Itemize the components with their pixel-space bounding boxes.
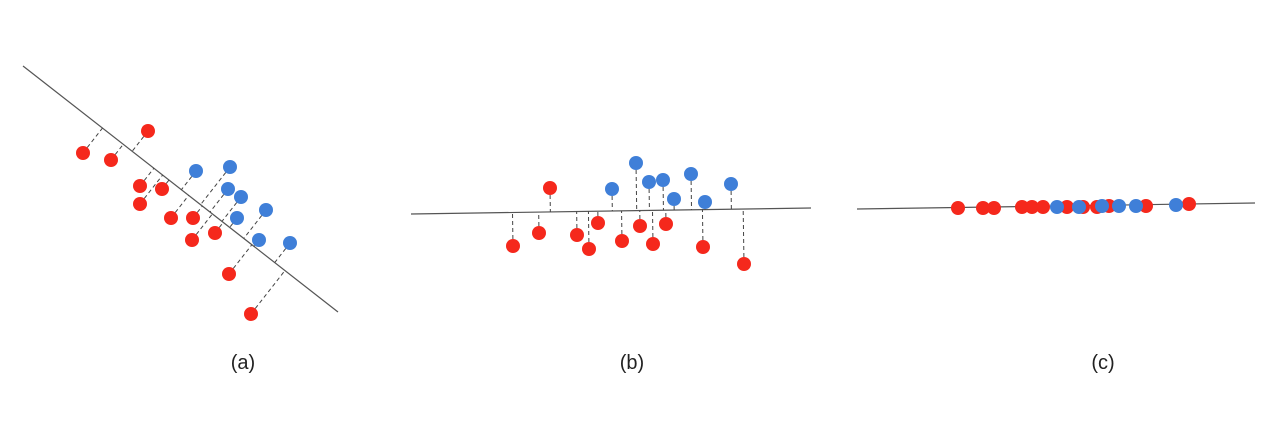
blue-point: [234, 190, 248, 204]
red-point: [155, 182, 169, 196]
panel-label-c: (c): [1091, 352, 1115, 374]
red-point: [976, 201, 990, 215]
blue-point: [1112, 199, 1126, 213]
red-point: [186, 211, 200, 225]
projection-line: [690, 173, 693, 210]
projection-line: [250, 270, 286, 315]
red-point: [208, 226, 222, 240]
projection-line: [635, 162, 638, 211]
projection-line: [191, 213, 213, 241]
projection-line: [82, 127, 103, 154]
red-point: [615, 234, 629, 248]
projection-line: [170, 195, 190, 219]
red-point: [591, 216, 605, 230]
blue-point: [1095, 199, 1109, 213]
projection-line: [742, 209, 745, 265]
projection-line: [209, 188, 229, 213]
projection-line: [651, 210, 654, 245]
blue-point: [684, 167, 698, 181]
red-point: [244, 307, 258, 321]
red-point: [133, 197, 147, 211]
red-point: [987, 201, 1001, 215]
projection-line: [587, 211, 590, 250]
projection-axis: [22, 65, 339, 313]
blue-point: [698, 195, 712, 209]
blue-point: [629, 156, 643, 170]
red-point: [1139, 199, 1153, 213]
red-point: [570, 228, 584, 242]
red-point: [104, 153, 118, 167]
red-point: [1015, 200, 1029, 214]
red-point: [185, 233, 199, 247]
projection-line: [243, 209, 267, 239]
blue-point: [230, 211, 244, 225]
red-point: [133, 179, 147, 193]
red-point: [659, 217, 673, 231]
red-point: [1025, 200, 1039, 214]
blue-point: [642, 175, 656, 189]
blue-point: [724, 177, 738, 191]
projection-line: [200, 166, 231, 205]
blue-point: [259, 203, 273, 217]
red-point: [696, 240, 710, 254]
panel-b: [410, 156, 812, 271]
red-point: [141, 124, 155, 138]
projection-line: [701, 209, 704, 248]
projection-line: [228, 244, 253, 275]
red-point: [1060, 200, 1074, 214]
red-point: [543, 181, 557, 195]
red-point: [582, 242, 596, 256]
red-point: [633, 219, 647, 233]
red-point: [222, 267, 236, 281]
blue-point: [656, 173, 670, 187]
red-point: [646, 237, 660, 251]
panel-a: [22, 65, 339, 321]
red-point: [951, 201, 965, 215]
blue-point: [667, 192, 681, 206]
red-point: [737, 257, 751, 271]
projection-line: [511, 212, 514, 247]
blue-point: [252, 233, 266, 247]
blue-point: [223, 160, 237, 174]
blue-point: [605, 182, 619, 196]
blue-point: [1169, 198, 1183, 212]
red-point: [532, 226, 546, 240]
red-point: [76, 146, 90, 160]
projection-line: [139, 174, 164, 205]
blue-point: [221, 182, 235, 196]
blue-point: [1072, 200, 1086, 214]
projection-line: [221, 196, 242, 222]
projection-axis: [410, 207, 812, 215]
blue-point: [1050, 200, 1064, 214]
panel-label-b: (b): [619, 352, 645, 374]
panel-c: [856, 197, 1256, 215]
blue-point: [283, 236, 297, 250]
panel-label-a: (a): [230, 352, 256, 374]
red-point: [1182, 197, 1196, 211]
red-point: [506, 239, 520, 253]
blue-point: [1129, 199, 1143, 213]
projection-line: [131, 130, 149, 152]
red-point: [1036, 200, 1050, 214]
blue-point: [189, 164, 203, 178]
red-point: [164, 211, 178, 225]
